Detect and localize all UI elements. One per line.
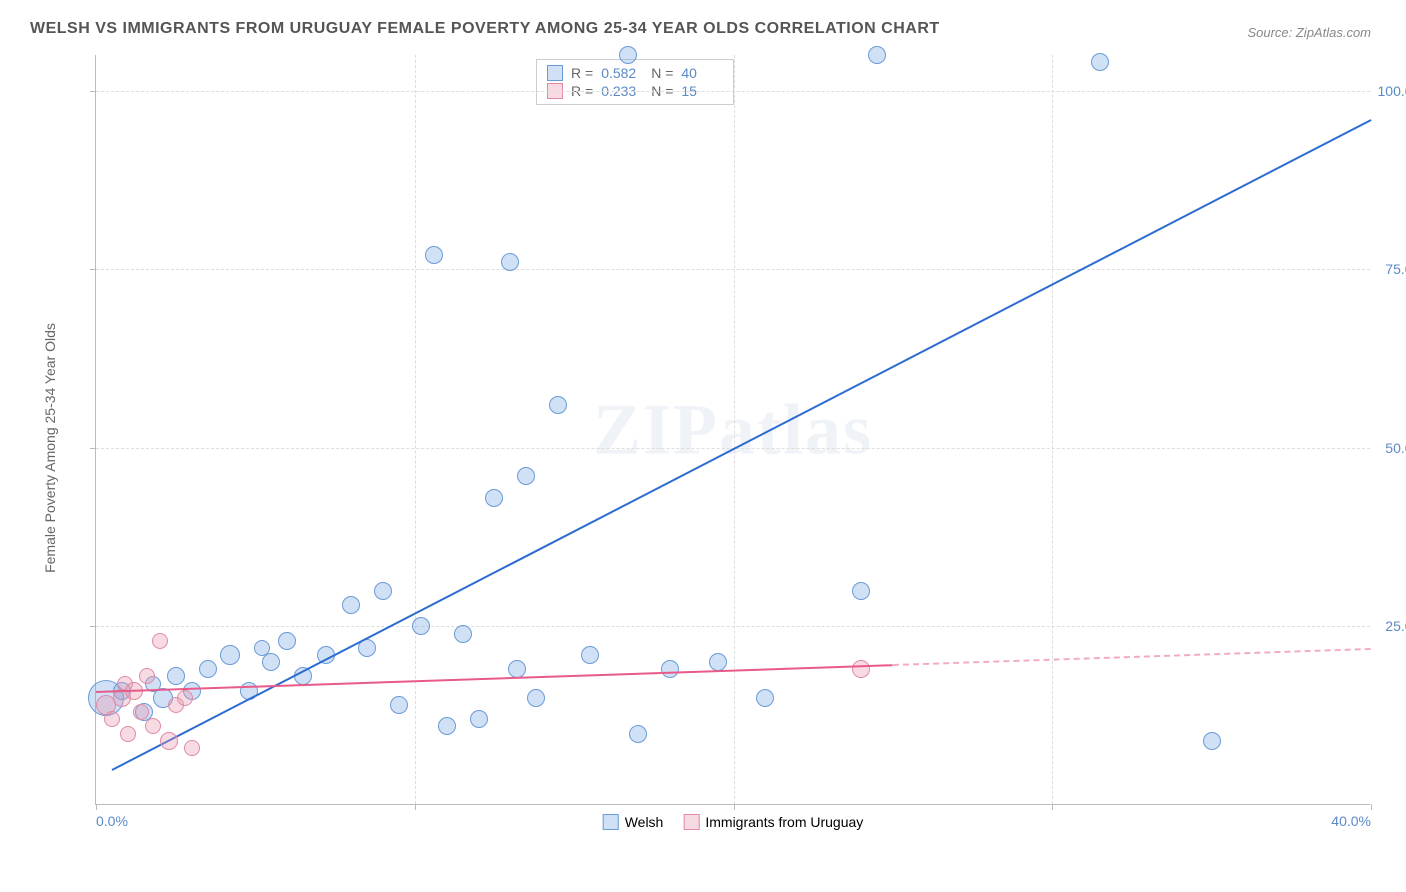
chart-area: Female Poverty Among 25-34 Year Olds ZIP… <box>70 55 1370 840</box>
data-bubble <box>160 732 178 750</box>
data-bubble <box>454 625 472 643</box>
data-bubble <box>1091 53 1109 71</box>
legend-label: Welsh <box>625 814 664 830</box>
chart-title: WELSH VS IMMIGRANTS FROM URUGUAY FEMALE … <box>30 20 1376 38</box>
data-bubble <box>1203 732 1221 750</box>
y-tick-label: 50.0% <box>1385 440 1406 456</box>
data-bubble <box>629 725 647 743</box>
data-bubble <box>756 689 774 707</box>
source-label: Source: ZipAtlas.com <box>1247 25 1371 40</box>
data-bubble <box>104 711 120 727</box>
data-bubble <box>152 633 168 649</box>
stats-n-value: 40 <box>681 65 723 81</box>
data-bubble <box>262 653 280 671</box>
chart-container: WELSH VS IMMIGRANTS FROM URUGUAY FEMALE … <box>0 0 1406 892</box>
y-tick <box>90 269 96 270</box>
data-bubble <box>470 710 488 728</box>
data-bubble <box>852 582 870 600</box>
data-bubble <box>220 645 240 665</box>
data-bubble <box>412 617 430 635</box>
legend-swatch-uruguay <box>683 814 699 830</box>
stats-swatch-welsh <box>547 65 563 81</box>
data-bubble <box>508 660 526 678</box>
legend-bottom: Welsh Immigrants from Uruguay <box>603 814 864 830</box>
data-bubble <box>177 690 193 706</box>
plot-region: ZIPatlas R = 0.582 N = 40 R = 0.233 N = … <box>95 55 1370 805</box>
y-tick <box>90 626 96 627</box>
data-bubble <box>661 660 679 678</box>
x-tick <box>96 804 97 810</box>
gridline-v <box>1052 55 1053 804</box>
y-tick-label: 100.0% <box>1378 83 1406 99</box>
data-bubble <box>485 489 503 507</box>
gridline-v <box>734 55 735 804</box>
data-bubble <box>517 467 535 485</box>
data-bubble <box>374 582 392 600</box>
data-bubble <box>139 668 155 684</box>
data-bubble <box>581 646 599 664</box>
stats-r-value: 0.582 <box>601 65 643 81</box>
stats-r-label: R = <box>571 65 593 81</box>
stats-n-label: N = <box>651 65 673 81</box>
legend-item-welsh: Welsh <box>603 814 664 830</box>
stats-legend-box: R = 0.582 N = 40 R = 0.233 N = 15 <box>536 59 734 105</box>
data-bubble <box>438 717 456 735</box>
data-bubble <box>868 46 886 64</box>
legend-swatch-welsh <box>603 814 619 830</box>
y-tick-label: 25.0% <box>1385 618 1406 634</box>
x-tick-label: 40.0% <box>1331 813 1371 829</box>
data-bubble <box>133 704 149 720</box>
data-bubble <box>278 632 296 650</box>
stats-row-welsh: R = 0.582 N = 40 <box>547 64 723 82</box>
data-bubble <box>709 653 727 671</box>
data-bubble <box>852 660 870 678</box>
y-tick-label: 75.0% <box>1385 261 1406 277</box>
y-tick <box>90 448 96 449</box>
data-bubble <box>390 696 408 714</box>
gridline-v <box>415 55 416 804</box>
trend-line <box>111 119 1371 771</box>
data-bubble <box>549 396 567 414</box>
legend-item-uruguay: Immigrants from Uruguay <box>683 814 863 830</box>
x-tick <box>734 804 735 810</box>
data-bubble <box>167 667 185 685</box>
data-bubble <box>184 740 200 756</box>
x-tick <box>415 804 416 810</box>
data-bubble <box>120 726 136 742</box>
data-bubble <box>342 596 360 614</box>
x-tick <box>1052 804 1053 810</box>
data-bubble <box>501 253 519 271</box>
data-bubble <box>527 689 545 707</box>
data-bubble <box>425 246 443 264</box>
data-bubble <box>619 46 637 64</box>
y-axis-title: Female Poverty Among 25-34 Year Olds <box>42 323 58 573</box>
y-tick <box>90 91 96 92</box>
data-bubble <box>145 718 161 734</box>
data-bubble <box>199 660 217 678</box>
x-tick-label: 0.0% <box>96 813 128 829</box>
x-tick <box>1371 804 1372 810</box>
trend-line-dashed <box>893 648 1371 666</box>
legend-label: Immigrants from Uruguay <box>705 814 863 830</box>
